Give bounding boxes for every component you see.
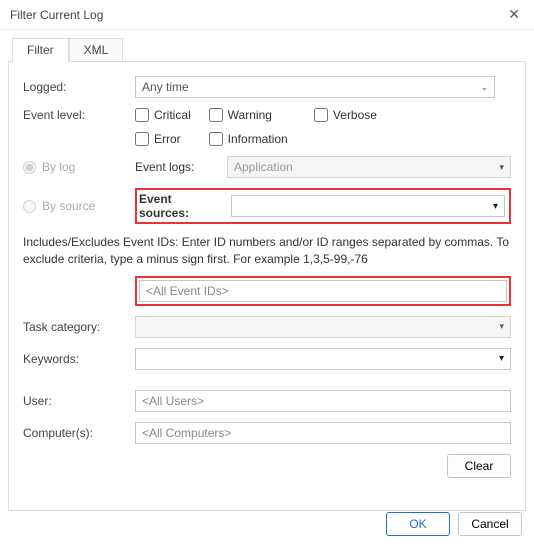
computers-input[interactable] bbox=[135, 422, 511, 444]
close-icon[interactable]: ✕ bbox=[504, 6, 524, 23]
cancel-button[interactable]: Cancel bbox=[458, 512, 522, 536]
user-label: User: bbox=[23, 394, 135, 408]
ok-button[interactable]: OK bbox=[386, 512, 450, 536]
checkbox-error[interactable]: Error bbox=[135, 132, 181, 146]
event-sources-select[interactable]: ▾ bbox=[231, 195, 505, 217]
logged-select-value: Any time bbox=[142, 80, 189, 94]
tab-xml[interactable]: XML bbox=[69, 38, 124, 61]
task-category-select: ▾ bbox=[135, 316, 511, 338]
checkbox-warning-label: Warning bbox=[228, 108, 272, 122]
keywords-select[interactable]: ▾ bbox=[135, 348, 511, 370]
checkbox-information-input[interactable] bbox=[209, 132, 223, 146]
tab-filter[interactable]: Filter bbox=[12, 38, 69, 62]
titlebar: Filter Current Log ✕ bbox=[0, 0, 534, 30]
checkbox-critical-label: Critical bbox=[154, 108, 191, 122]
checkbox-critical-input[interactable] bbox=[135, 108, 149, 122]
event-logs-value: Application bbox=[234, 160, 293, 174]
event-logs-select: Application ▾ bbox=[227, 156, 511, 178]
radio-by-log: By log bbox=[23, 160, 135, 174]
event-ids-note: Includes/Excludes Event IDs: Enter ID nu… bbox=[23, 234, 511, 268]
clear-button[interactable]: Clear bbox=[447, 454, 511, 478]
window-title: Filter Current Log bbox=[10, 8, 504, 22]
checkbox-warning-input[interactable] bbox=[209, 108, 223, 122]
event-level-label: Event level: bbox=[23, 108, 135, 122]
radio-by-log-label: By log bbox=[42, 160, 75, 174]
checkbox-error-input[interactable] bbox=[135, 132, 149, 146]
computers-label: Computer(s): bbox=[23, 426, 135, 440]
checkbox-verbose-input[interactable] bbox=[314, 108, 328, 122]
chevron-down-icon: ⌄ bbox=[480, 82, 492, 93]
chevron-down-icon: ▾ bbox=[493, 201, 502, 212]
event-ids-input[interactable] bbox=[139, 280, 507, 302]
event-sources-label: Event sources: bbox=[139, 192, 221, 220]
keywords-label: Keywords: bbox=[23, 352, 135, 366]
checkbox-information-label: Information bbox=[228, 132, 288, 146]
checkbox-warning[interactable]: Warning bbox=[209, 108, 272, 122]
logged-label: Logged: bbox=[23, 80, 135, 94]
user-input[interactable] bbox=[135, 390, 511, 412]
checkbox-verbose[interactable]: Verbose bbox=[314, 108, 377, 122]
radio-by-log-input bbox=[23, 161, 36, 174]
event-ids-highlight bbox=[135, 276, 511, 306]
filter-dialog: Filter Current Log ✕ Filter XML Logged: … bbox=[0, 0, 534, 544]
checkbox-information[interactable]: Information bbox=[209, 132, 288, 146]
checkbox-critical[interactable]: Critical bbox=[135, 108, 191, 122]
checkbox-error-label: Error bbox=[154, 132, 181, 146]
radio-by-source-label: By source bbox=[42, 199, 95, 213]
logged-select[interactable]: Any time ⌄ bbox=[135, 76, 495, 98]
dialog-footer: OK Cancel bbox=[386, 512, 522, 536]
event-logs-label: Event logs: bbox=[135, 160, 217, 174]
task-category-label: Task category: bbox=[23, 320, 135, 334]
chevron-down-icon: ▾ bbox=[499, 162, 508, 173]
radio-by-source: By source bbox=[23, 199, 135, 213]
filter-panel: Logged: Any time ⌄ Event level: Critical… bbox=[8, 61, 526, 511]
checkbox-verbose-label: Verbose bbox=[333, 108, 377, 122]
tab-strip: Filter XML bbox=[12, 38, 534, 61]
radio-by-source-input bbox=[23, 200, 36, 213]
chevron-down-icon: ▾ bbox=[499, 353, 508, 364]
chevron-down-icon: ▾ bbox=[499, 321, 508, 332]
event-sources-highlight: Event sources: ▾ bbox=[135, 188, 511, 224]
